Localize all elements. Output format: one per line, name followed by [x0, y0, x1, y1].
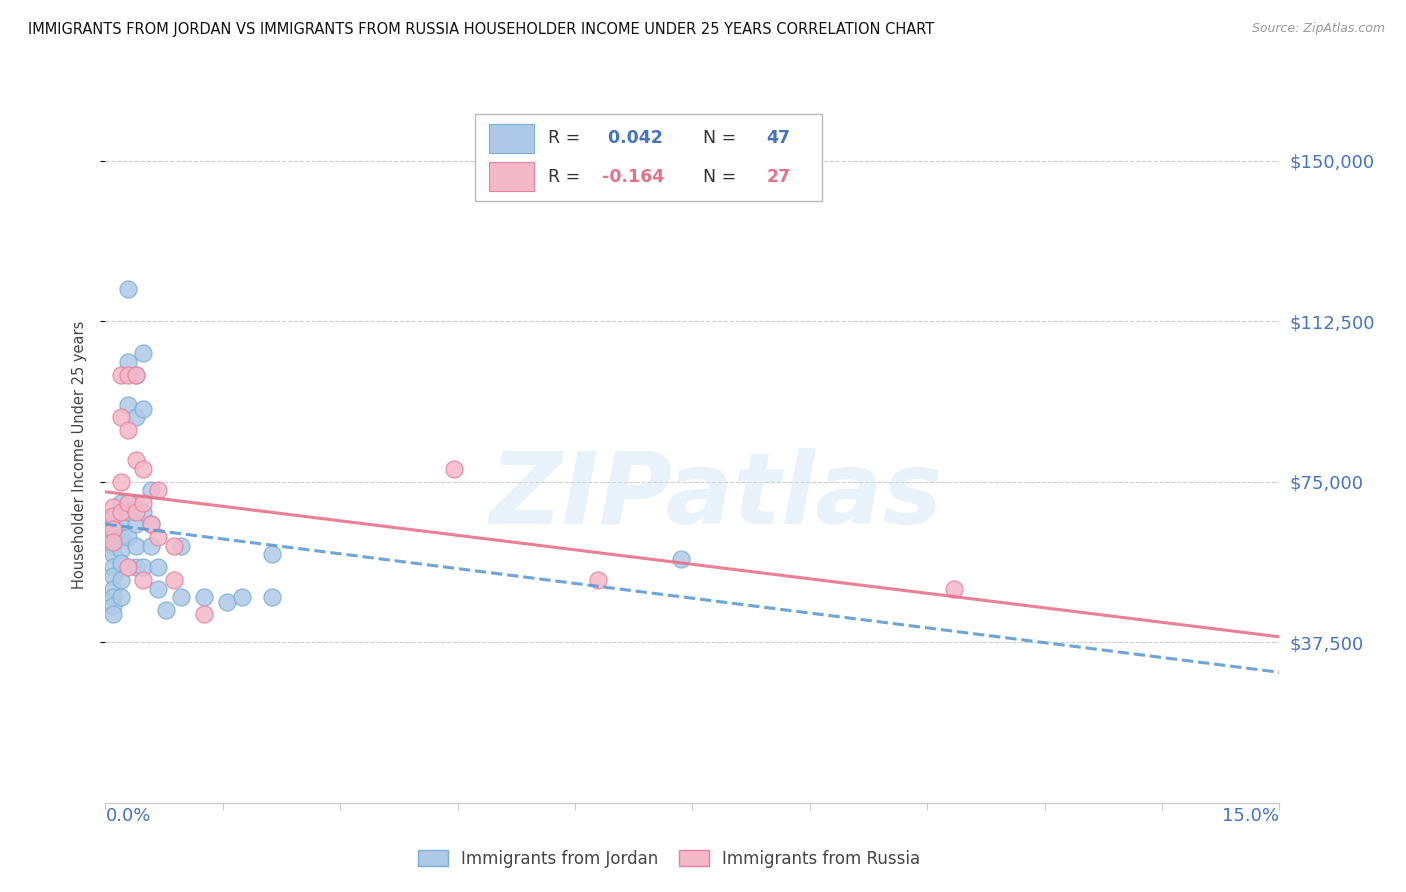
Point [101, 517, 124, 532]
FancyBboxPatch shape [489, 162, 534, 191]
Point [110, 543, 132, 558]
Text: 0.042: 0.042 [602, 129, 664, 147]
Point [101, 591, 124, 605]
Point [125, 496, 148, 510]
Point [132, 401, 155, 416]
Point [101, 569, 124, 583]
Point [125, 368, 148, 382]
Point [231, 591, 253, 605]
Point [193, 591, 215, 605]
Point [155, 603, 177, 617]
Point [110, 475, 132, 489]
Point [125, 453, 148, 467]
Text: Source: ZipAtlas.com: Source: ZipAtlas.com [1251, 22, 1385, 36]
Point [162, 539, 184, 553]
Text: N =: N = [692, 168, 742, 186]
Point [132, 505, 155, 519]
Point [101, 582, 124, 596]
Point [117, 355, 139, 369]
Text: N =: N = [692, 129, 742, 147]
Point [262, 548, 284, 562]
Point [101, 526, 124, 541]
Point [110, 505, 132, 519]
Point [110, 556, 132, 570]
Text: R =: R = [548, 168, 586, 186]
Point [101, 607, 124, 622]
Point [148, 560, 170, 574]
FancyBboxPatch shape [489, 124, 534, 153]
Point [110, 410, 132, 425]
Point [148, 530, 170, 544]
Point [215, 594, 238, 608]
Text: 15.0%: 15.0% [1222, 807, 1279, 825]
Point [170, 591, 193, 605]
Text: 0.0%: 0.0% [105, 807, 150, 825]
Point [117, 423, 139, 437]
Point [125, 560, 148, 574]
Point [117, 505, 139, 519]
Text: -0.164: -0.164 [602, 168, 664, 186]
Point [139, 517, 162, 532]
Point [110, 573, 132, 587]
Point [101, 522, 124, 536]
Text: 27: 27 [766, 168, 790, 186]
Point [110, 368, 132, 382]
Y-axis label: Householder Income Under 25 years: Householder Income Under 25 years [72, 321, 87, 589]
Point [101, 539, 124, 553]
Point [117, 282, 139, 296]
Point [110, 517, 132, 532]
Point [125, 505, 148, 519]
Point [117, 398, 139, 412]
Text: R =: R = [548, 129, 586, 147]
Point [170, 539, 193, 553]
Point [148, 483, 170, 498]
Point [148, 582, 170, 596]
Point [586, 573, 609, 587]
Point [117, 530, 139, 544]
Point [117, 496, 139, 510]
Point [669, 551, 692, 566]
Point [162, 573, 184, 587]
Point [125, 517, 148, 532]
Point [132, 462, 155, 476]
Point [139, 483, 162, 498]
Point [443, 462, 465, 476]
Point [139, 539, 162, 553]
Point [101, 500, 124, 515]
Text: 47: 47 [766, 129, 790, 147]
FancyBboxPatch shape [475, 114, 821, 201]
Point [101, 534, 124, 549]
Point [125, 539, 148, 553]
Point [132, 573, 155, 587]
Point [101, 560, 124, 574]
Point [132, 560, 155, 574]
Point [101, 508, 124, 523]
Point [262, 591, 284, 605]
Point [942, 582, 965, 596]
Text: ZIPatlas: ZIPatlas [489, 448, 942, 545]
Point [125, 410, 148, 425]
Point [193, 607, 215, 622]
Point [125, 368, 148, 382]
Point [101, 548, 124, 562]
Point [117, 368, 139, 382]
Text: IMMIGRANTS FROM JORDAN VS IMMIGRANTS FROM RUSSIA HOUSEHOLDER INCOME UNDER 25 YEA: IMMIGRANTS FROM JORDAN VS IMMIGRANTS FRO… [28, 22, 935, 37]
Point [139, 517, 162, 532]
Point [110, 591, 132, 605]
Point [110, 496, 132, 510]
Point [132, 346, 155, 360]
Point [117, 560, 139, 574]
Point [132, 496, 155, 510]
Legend: Immigrants from Jordan, Immigrants from Russia: Immigrants from Jordan, Immigrants from … [412, 843, 927, 874]
Point [101, 599, 124, 613]
Point [101, 508, 124, 523]
Point [110, 530, 132, 544]
